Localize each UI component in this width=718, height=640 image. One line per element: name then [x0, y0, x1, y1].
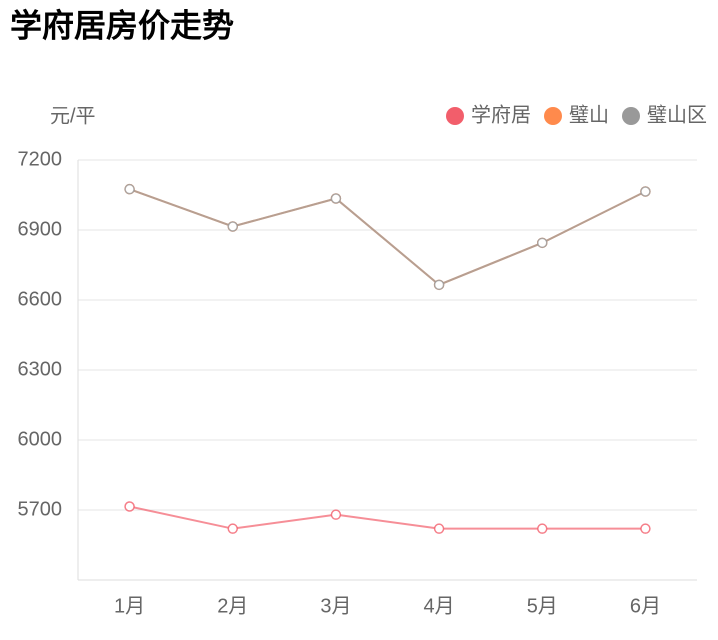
data-point [640, 523, 651, 534]
x-tick-label: 2月 [217, 595, 248, 617]
data-point [124, 501, 135, 512]
y-tick-label: 6300 [18, 358, 63, 380]
x-tick-label: 4月 [424, 595, 455, 617]
data-point [227, 523, 238, 534]
x-tick-label: 5月 [527, 595, 558, 617]
legend-label: 璧山区 [647, 103, 707, 126]
legend-marker [446, 107, 464, 125]
data-point [124, 183, 135, 195]
series-line [129, 188, 646, 286]
y-tick-label: 6600 [18, 288, 63, 310]
series-line [129, 188, 646, 286]
x-tick-label: 6月 [630, 595, 661, 617]
legend-label: 璧山 [569, 103, 609, 126]
y-tick-label: 6000 [18, 428, 63, 450]
series-line [129, 505, 646, 530]
data-point [330, 193, 342, 204]
data-point [537, 523, 548, 534]
x-tick-label: 3月 [320, 595, 351, 617]
y-tick-label: 6900 [18, 218, 63, 240]
legend-label: 学府居 [471, 103, 531, 126]
data-point [433, 279, 445, 291]
data-point [640, 186, 651, 197]
chart-title: 学府居房价走势 [10, 7, 234, 43]
y-axis-label: 元/平 [50, 105, 96, 127]
x-tick-label: 1月 [114, 595, 145, 617]
legend-marker [622, 107, 640, 125]
y-tick-label: 7200 [18, 148, 63, 170]
y-tick-label: 5700 [18, 498, 63, 520]
data-point [227, 221, 238, 232]
data-point [433, 523, 445, 534]
legend-marker [544, 107, 562, 125]
data-point [537, 237, 548, 249]
data-point [330, 509, 342, 520]
